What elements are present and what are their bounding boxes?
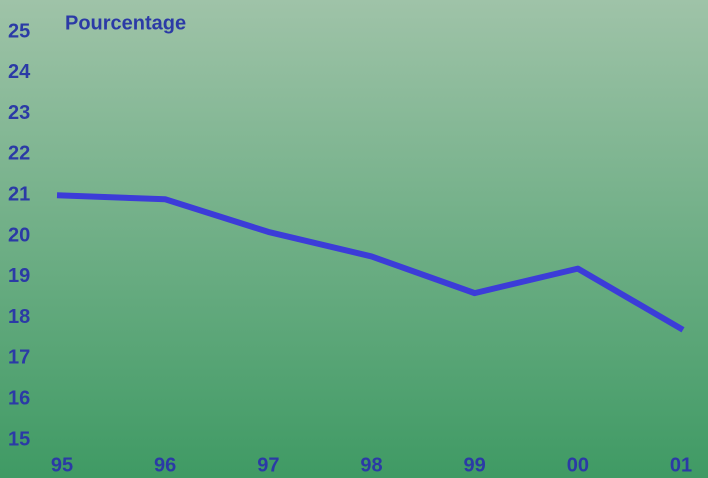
y-tick-label: 17 [8,347,30,369]
x-tick-label: 97 [257,454,279,476]
y-tick-label: 18 [8,306,30,328]
y-tick-label: 22 [8,143,30,165]
x-tick-label: 99 [464,454,486,476]
y-tick-label: 21 [8,183,30,205]
x-tick-label: 98 [360,454,382,476]
data-line [56,192,685,333]
y-tick-label: 16 [8,387,30,409]
y-tick-label: 23 [8,102,30,124]
y-tick-label: 25 [8,20,30,42]
y-tick-label: 20 [8,224,30,246]
y-tick-label: 15 [8,428,30,450]
chart-title: Pourcentage [65,12,186,34]
y-tick-label: 19 [8,265,30,287]
y-tick-label: 24 [8,61,31,83]
x-tick-label: 00 [567,454,589,476]
x-tick-label: 96 [154,454,176,476]
x-tick-label: 01 [670,454,692,476]
x-tick-label: 95 [51,454,73,476]
